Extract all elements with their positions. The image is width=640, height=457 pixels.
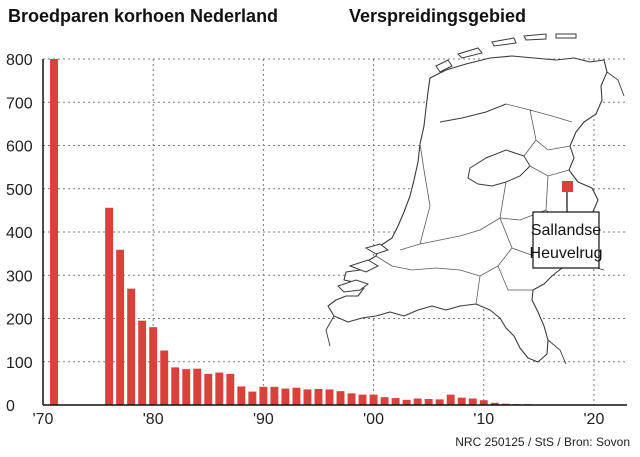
axes: 0 100 200 300 400 500 600 700 800 '70 '80 '90 '00 '10… — [6, 52, 627, 428]
x-tick-label-2000: '00 — [363, 411, 384, 428]
bar-1981 — [160, 350, 169, 405]
bar-1994 — [303, 389, 312, 405]
inland-lake — [467, 149, 531, 187]
bar-1998 — [347, 393, 356, 405]
y-tick-label-500: 500 — [6, 182, 33, 199]
bar-2005 — [424, 398, 433, 405]
bar-1999 — [358, 394, 367, 405]
bar-2011 — [490, 402, 499, 405]
bar-1995 — [314, 388, 323, 405]
province-borders — [375, 103, 573, 305]
bar-1992 — [281, 388, 290, 405]
bar-2002 — [391, 398, 400, 405]
bar-1997 — [336, 391, 345, 405]
callout-line1: Sallandse — [531, 222, 601, 239]
x-tick-label-2020: '20 — [584, 411, 605, 428]
x-tick-label-2010: '10 — [473, 411, 494, 428]
bar-1989 — [248, 391, 257, 405]
bar-1991 — [270, 386, 279, 405]
sallandse-heuvelrug-marker — [562, 181, 573, 192]
bar-1983 — [182, 369, 191, 405]
bar-1977 — [116, 249, 125, 405]
callout-box — [532, 211, 600, 269]
bar-1976 — [105, 207, 114, 405]
source-credit: NRC 250125 / StS / Bron: Sovon — [455, 435, 630, 449]
map-panel: Sallandse Heuvelrug — [325, 33, 625, 365]
bar-2003 — [402, 399, 411, 405]
bars — [50, 59, 576, 405]
bar-1980 — [149, 327, 158, 405]
bar-2006 — [435, 399, 444, 405]
y-tick-label-200: 200 — [6, 312, 33, 329]
zeeland-islands — [337, 243, 390, 293]
y-tick-label-700: 700 — [6, 95, 33, 112]
netherlands-map-outline — [327, 55, 608, 363]
bar-1986 — [215, 372, 224, 405]
bar-2004 — [413, 398, 422, 405]
x-tick-label-1990: '90 — [253, 411, 274, 428]
bar-1978 — [127, 288, 136, 405]
bar-1990 — [259, 386, 268, 405]
y-tick-label-100: 100 — [6, 355, 33, 372]
bar-1996 — [325, 389, 334, 405]
bar-2007 — [446, 394, 455, 405]
y-tick-label-600: 600 — [6, 139, 33, 156]
y-tick-label-400: 400 — [6, 225, 33, 242]
bar-2008 — [457, 397, 466, 405]
wadden-islands — [435, 33, 577, 73]
bar-2001 — [380, 397, 389, 405]
x-tick-label-1980: '80 — [143, 411, 164, 428]
callout-line2: Heuvelrug — [530, 245, 603, 262]
bar-2000 — [369, 394, 378, 405]
afsluitdijk — [439, 103, 507, 123]
bar-1993 — [292, 387, 301, 405]
bar-1988 — [237, 386, 246, 405]
y-tick-label-300: 300 — [6, 268, 33, 285]
bar-1985 — [204, 373, 213, 405]
map-title: Verspreidingsgebied — [349, 6, 526, 26]
bar-1982 — [171, 367, 180, 405]
bar-1971 — [50, 59, 58, 405]
bar-2009 — [468, 398, 477, 405]
y-tick-label-0: 0 — [6, 398, 15, 415]
y-tick-label-800: 800 — [6, 52, 33, 69]
bar-2010 — [479, 400, 488, 405]
chart-title: Broedparen korhoen Nederland — [8, 6, 278, 26]
x-tick-label-1970: '70 — [33, 411, 54, 428]
bar-1979 — [138, 320, 147, 405]
bar-1987 — [226, 373, 235, 405]
bar-1984 — [193, 368, 202, 405]
